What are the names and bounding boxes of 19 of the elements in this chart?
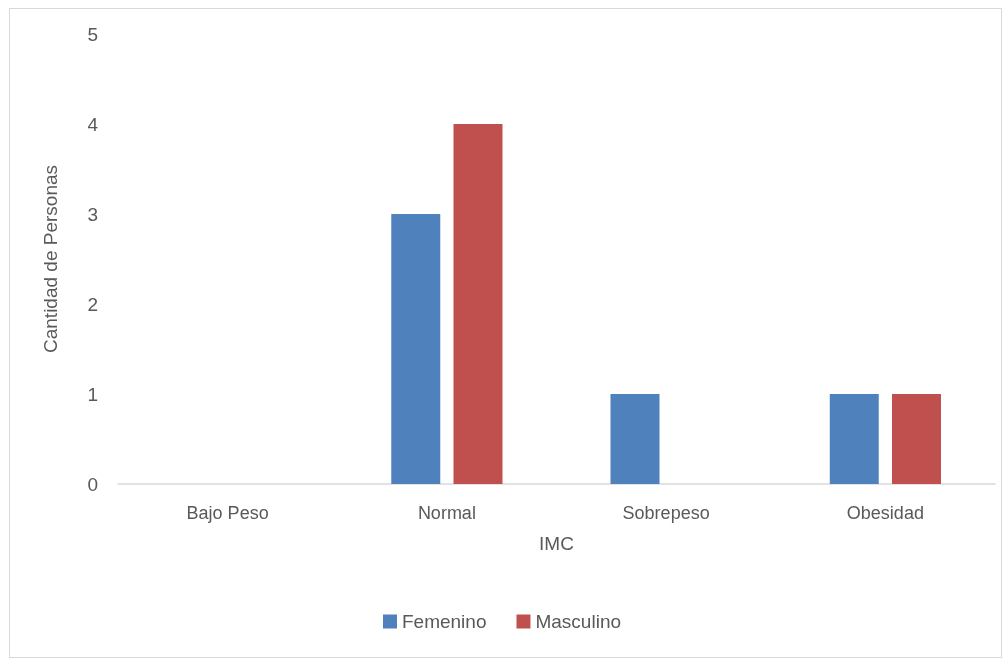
x-tick-label: Normal <box>417 503 476 523</box>
x-axis-title: IMC <box>539 533 574 554</box>
y-tick-label: 4 <box>87 113 99 135</box>
y-tick-label: 1 <box>87 383 98 405</box>
bar <box>391 214 441 484</box>
legend-label: Femenino <box>401 611 487 632</box>
y-tick-label: 3 <box>87 203 98 225</box>
y-axis-title: Cantidad de Personas <box>40 164 61 354</box>
bar <box>610 394 660 484</box>
y-tick-label: 0 <box>87 473 98 495</box>
x-tick-label: Bajo Peso <box>186 503 269 523</box>
bar <box>829 394 879 484</box>
bar <box>891 394 941 484</box>
y-tick-label: 2 <box>87 293 98 315</box>
legend-label: Masculino <box>535 611 622 632</box>
bar <box>453 124 503 484</box>
x-tick-label: Obesidad <box>846 503 924 523</box>
x-tick-label: Sobrepeso <box>622 503 710 523</box>
y-tick-label: 5 <box>87 23 98 45</box>
